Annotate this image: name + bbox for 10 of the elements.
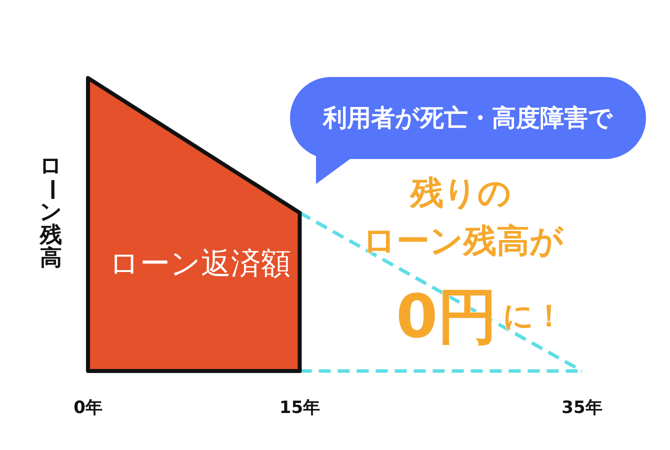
series-label: ローン返済額: [108, 246, 291, 282]
annotation: に！: [503, 299, 564, 334]
annotation: ローン残高が: [362, 221, 564, 260]
x-tick-label: 15年: [279, 398, 320, 418]
annotation: 0円: [396, 282, 498, 352]
x-tick-label: 35年: [562, 398, 602, 418]
annotation: 利用者が死亡・高度障害で: [322, 104, 614, 132]
x-tick-label: 0年: [74, 398, 102, 418]
annotation: 残りの: [408, 173, 512, 212]
y-axis-title: ローン残高: [38, 154, 64, 270]
